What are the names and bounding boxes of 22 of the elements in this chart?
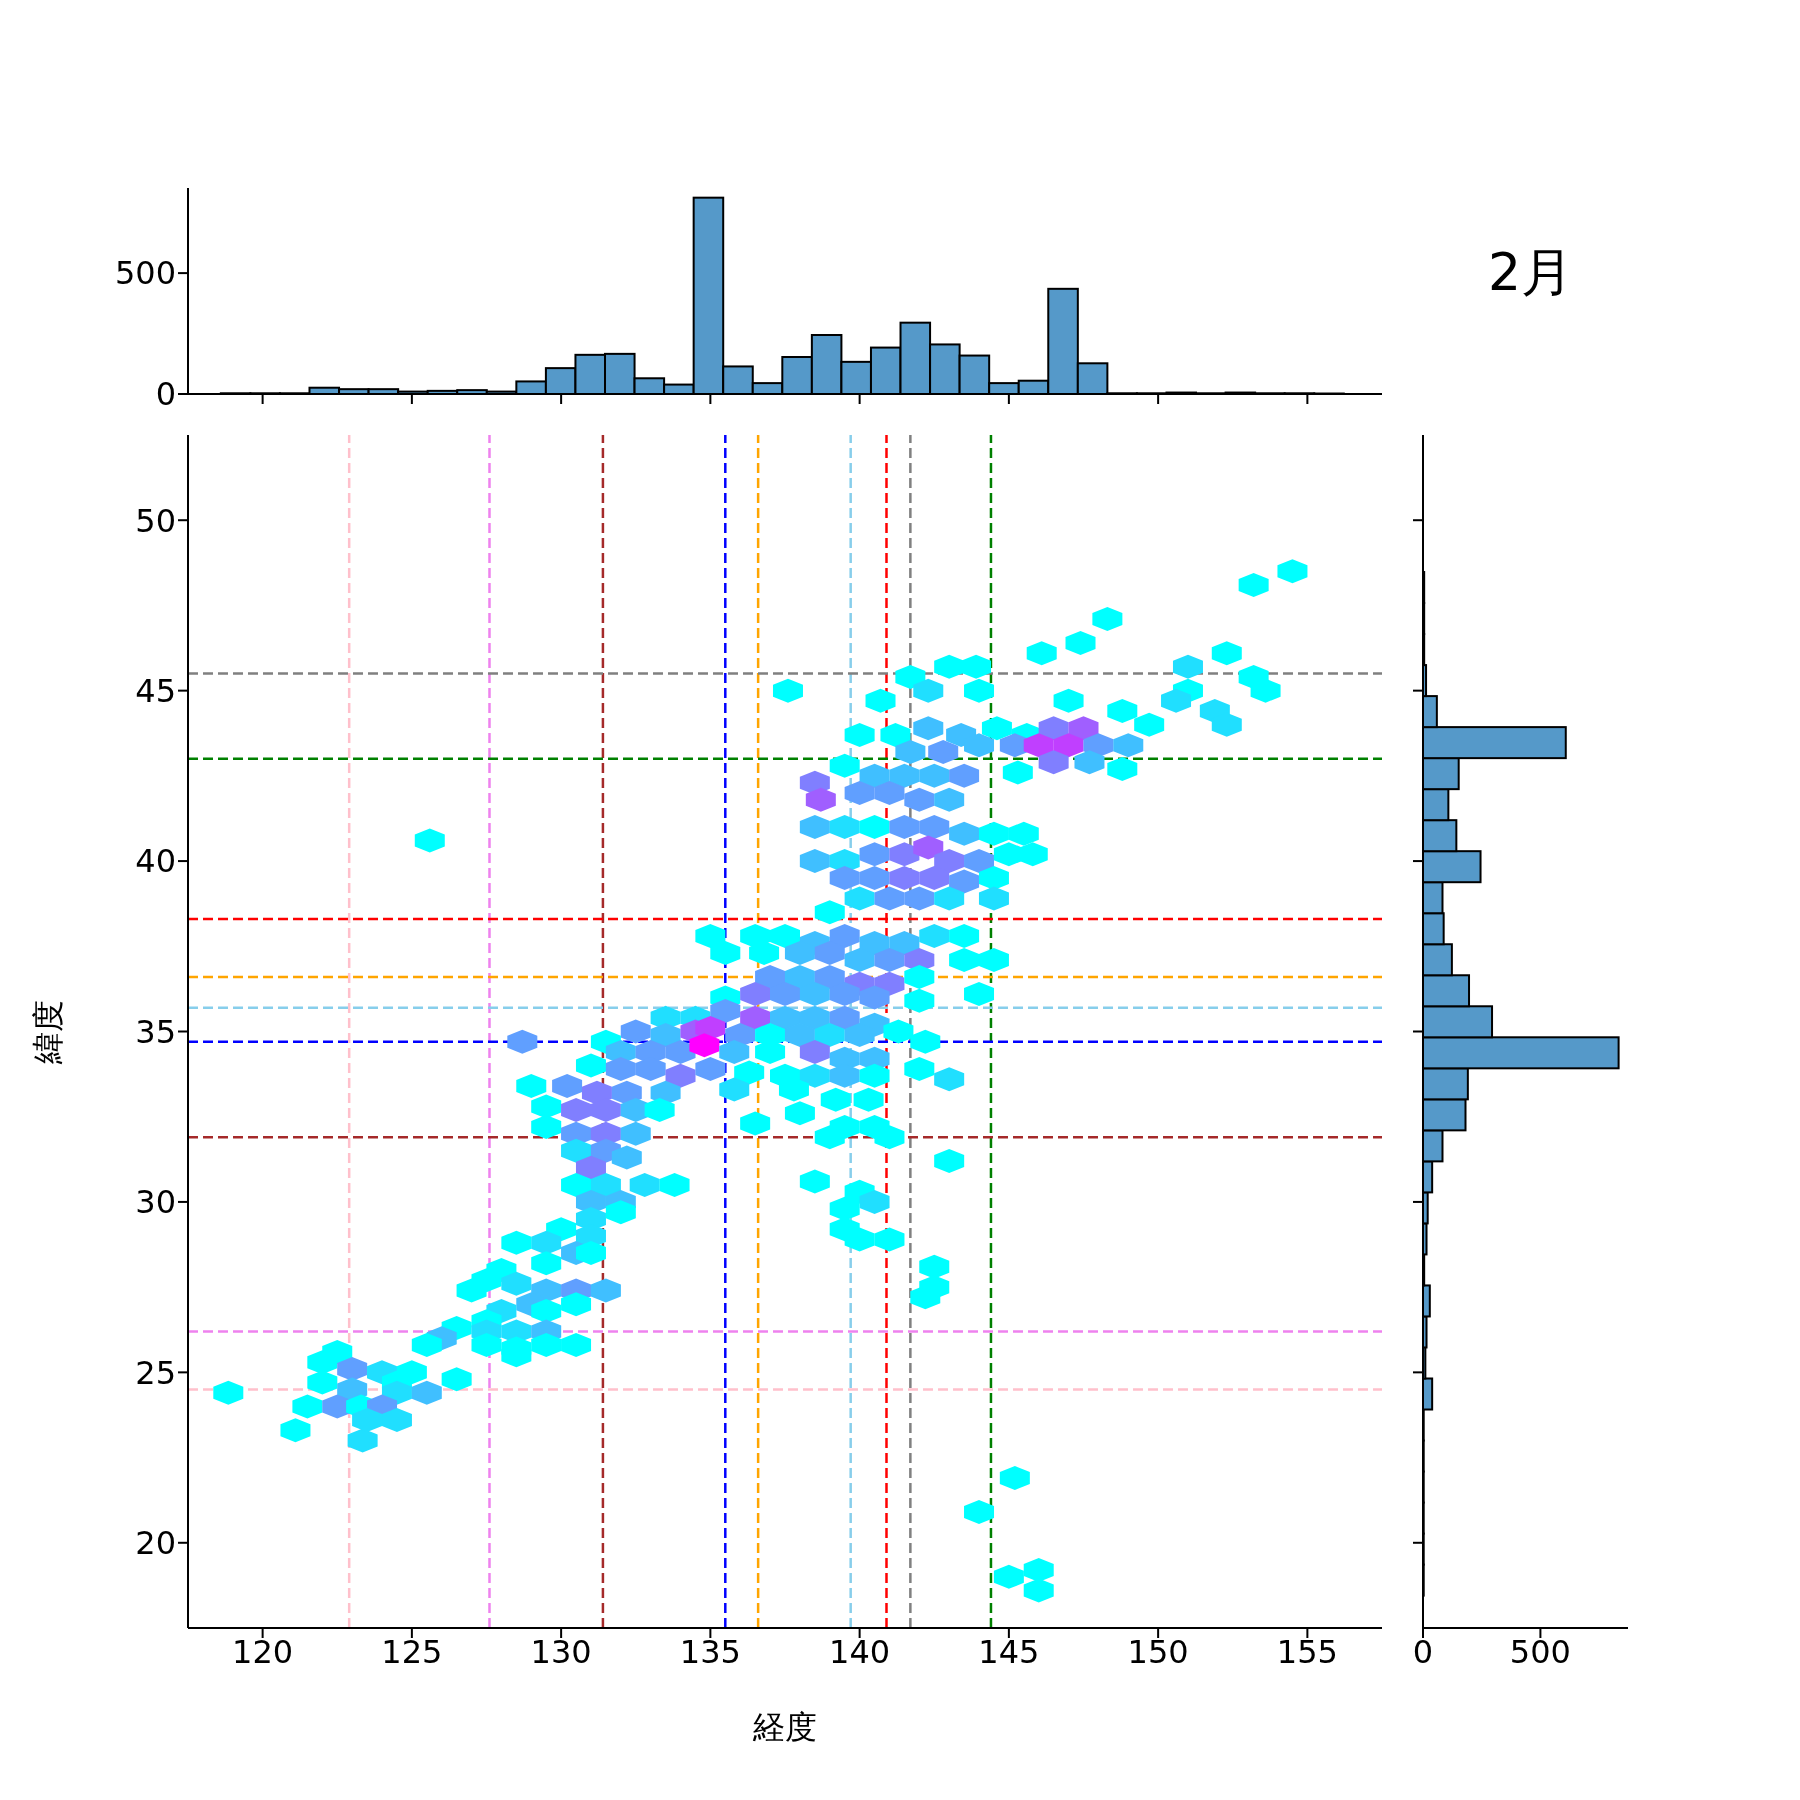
y-tick-label: 500 (114, 254, 176, 293)
y-tick-label: 25 (135, 1353, 176, 1392)
x-tick-label: 0 (1412, 1632, 1434, 1671)
x-tick-label: 500 (1509, 1632, 1571, 1671)
y-tick-label: 50 (135, 501, 176, 540)
x-tick-label: 140 (829, 1632, 891, 1671)
x-tick-label: 150 (1127, 1632, 1189, 1671)
y-tick-label: 30 (135, 1183, 176, 1222)
x-tick-label: 145 (978, 1632, 1040, 1671)
y-tick-label: 20 (135, 1524, 176, 1563)
x-tick-label: 125 (381, 1632, 443, 1671)
x-tick-label: 155 (1276, 1632, 1338, 1671)
y-tick-label: 0 (155, 375, 176, 414)
x-tick-label: 120 (232, 1632, 294, 1671)
y-tick-label: 40 (135, 842, 176, 881)
x-axis-title: 経度 (752, 1708, 817, 1746)
y-tick-label: 45 (135, 672, 176, 710)
x-tick-label: 130 (530, 1632, 592, 1671)
chart-title: 2月 (1488, 241, 1574, 304)
x-tick-label: 135 (679, 1632, 741, 1671)
y-tick-label: 35 (135, 1012, 176, 1051)
y-axis-title: 緯度 (29, 999, 68, 1065)
